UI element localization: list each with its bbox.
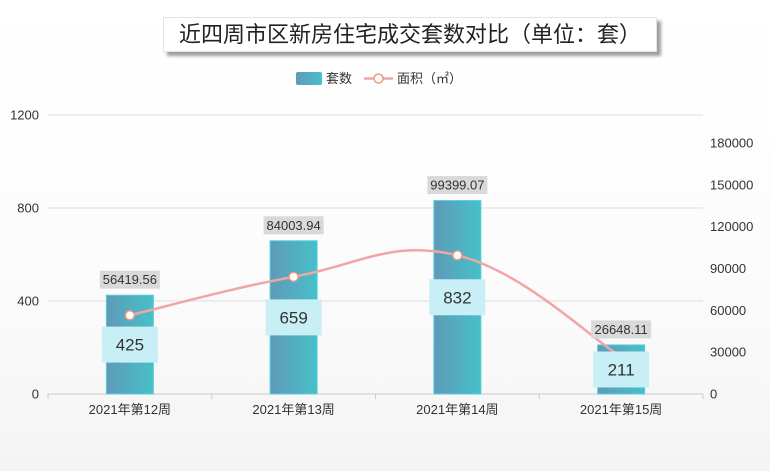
area-marker[interactable] (288, 271, 299, 283)
area-value-label-bg (263, 216, 324, 235)
bar-value-label: 211 (608, 360, 635, 379)
y-right-tick-label: 120000 (710, 219, 753, 234)
legend-marker-swatch (373, 73, 384, 84)
x-tick-label: 2021年第15周 (580, 402, 662, 417)
x-tick-label: 2021年第13周 (252, 402, 334, 417)
area-line (128, 248, 623, 359)
bar-value-label-bg (101, 326, 158, 363)
area-value-label-bg (427, 176, 488, 195)
area-value-label: 26648.11 (594, 322, 647, 337)
y-right-tick-label: 0 (710, 387, 717, 402)
y-axis-left: 0 400 800 1200 (10, 108, 39, 402)
bar-value-label: 832 (443, 288, 471, 307)
x-tick-label: 2021年第12周 (89, 402, 171, 417)
area-value-label: 56419.56 (103, 272, 157, 287)
area-value-label-bg (99, 270, 160, 289)
legend: 套数 面积（㎡） (296, 71, 462, 86)
bar-value-label: 425 (116, 336, 144, 355)
area-value-label: 99399.07 (430, 178, 484, 193)
y-left-tick-label: 1200 (10, 108, 39, 123)
legend-item-area[interactable]: 面积（㎡） (364, 71, 462, 86)
legend-label-units: 套数 (326, 71, 352, 86)
x-axis: 2021年第12周 2021年第13周 2021年第14周 2021年第15周 (47, 393, 704, 417)
legend-item-units[interactable]: 套数 (296, 71, 352, 86)
line-series (124, 248, 627, 363)
y-right-tick-label: 150000 (710, 177, 753, 192)
y-left-tick-label: 400 (17, 294, 39, 309)
chart-title-box: 近四周市区新房住宅成交套数对比（单位：套） (163, 17, 657, 52)
bar-series (105, 200, 646, 395)
area-marker[interactable] (124, 310, 136, 321)
y-right-tick-label: 30000 (710, 345, 746, 360)
y-right-tick-label: 60000 (710, 303, 746, 318)
bar-value-label-bg (593, 351, 650, 388)
x-tick-label: 2021年第14周 (416, 402, 498, 417)
bar-value-labels: 425 659 832 211 (101, 279, 650, 388)
legend-bar-swatch (296, 72, 322, 85)
y-left-tick-label: 0 (32, 387, 39, 402)
y-right-tick-label: 90000 (710, 261, 746, 276)
chart-title: 近四周市区新房住宅成交套数对比（单位：套） (178, 22, 641, 47)
bar-value-label-bg (265, 299, 322, 336)
bar-value-label-bg (429, 279, 486, 316)
y-right-tick-label: 180000 (710, 135, 753, 150)
line-value-labels: 56419.56 84003.94 99399.07 26648.11 (99, 176, 652, 339)
bar-value-label: 659 (279, 308, 307, 327)
legend-label-area: 面积（㎡） (397, 71, 462, 86)
y-left-tick-label: 800 (17, 201, 39, 216)
area-marker[interactable] (452, 250, 463, 261)
area-value-label-bg (591, 320, 652, 339)
area-value-label: 84003.94 (267, 218, 321, 233)
y-axis-right: 0 30000 60000 90000 120000 150000 180000 (710, 135, 753, 401)
